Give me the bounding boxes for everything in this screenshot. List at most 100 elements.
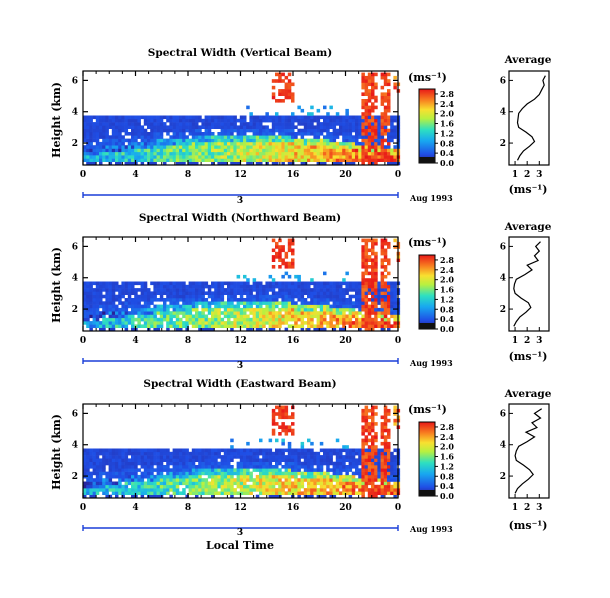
heatmap-cell (150, 155, 154, 159)
heatmap-cell (204, 284, 209, 289)
heatmap-cell (239, 122, 244, 126)
heatmap-cell (284, 255, 289, 259)
heatmap-cell (223, 135, 228, 139)
heatmap-cell (217, 288, 221, 292)
heatmap-cell (134, 125, 138, 129)
heatmap-cell (131, 468, 135, 472)
heatmap-cell (83, 158, 87, 162)
heatmap-cell (332, 128, 337, 133)
heatmap-cell (374, 491, 378, 495)
heatmap-cell (281, 145, 285, 149)
heatmap-cell (393, 161, 397, 166)
heatmap-cell (92, 145, 97, 149)
heatmap-cell (150, 321, 154, 325)
heatmap-cell (230, 148, 234, 153)
heatmap-cell (137, 158, 141, 162)
heatmap-cell (179, 141, 183, 146)
heatmap-cell (124, 321, 129, 325)
heatmap-cell (284, 115, 289, 120)
heatmap-cell (223, 288, 228, 292)
y-tick-label: 4 (72, 274, 78, 284)
heatmap-cell (150, 115, 154, 120)
average-x-tick-label: 2 (524, 170, 530, 180)
heatmap-cell (300, 132, 305, 136)
heatmap-cell (278, 132, 282, 136)
heatmap-cell (223, 481, 228, 486)
heatmap-cell (358, 141, 362, 146)
heatmap-cell (332, 145, 337, 149)
heatmap-cell (380, 241, 385, 246)
heatmap-cell (172, 125, 177, 129)
heatmap-cell (393, 304, 397, 309)
heatmap-cell (89, 311, 93, 315)
heatmap-cell (127, 294, 132, 299)
heatmap-cell (326, 148, 330, 153)
heatmap-cell (217, 155, 221, 159)
heatmap-cell (227, 291, 231, 295)
heatmap-cell (307, 291, 311, 295)
heatmap-cell (300, 108, 305, 113)
heatmap-cell (374, 438, 378, 443)
heatmap-cell (348, 161, 353, 166)
heatmap-cell (185, 128, 189, 133)
heatmap-cell (387, 135, 391, 139)
heatmap-cell (233, 141, 237, 146)
heatmap-cell (105, 132, 109, 136)
heatmap-cell (358, 451, 362, 456)
heatmap-cell (121, 158, 125, 162)
heatmap-cell (361, 118, 365, 123)
heatmap-cell (380, 258, 385, 262)
heatmap-cell (121, 288, 125, 292)
heatmap-cell (265, 281, 269, 286)
heatmap-cell (339, 304, 343, 309)
heatmap-cell (227, 122, 231, 126)
heatmap-cell (371, 72, 375, 77)
heatmap-cell (92, 488, 97, 492)
heatmap-cell (131, 458, 135, 462)
heatmap-cell (252, 288, 257, 292)
heatmap-cell (156, 115, 161, 120)
heatmap-cell (303, 455, 308, 459)
heatmap-cell (143, 307, 148, 312)
heatmap-cell (207, 484, 212, 489)
heatmap-cell (364, 324, 369, 328)
heatmap-cell (230, 451, 234, 456)
heatmap-cell (172, 288, 177, 292)
heatmap-cell (355, 145, 359, 149)
heatmap-cell (137, 294, 141, 299)
heatmap-cell (265, 158, 269, 162)
heatmap-cell (233, 158, 237, 162)
heatmap-cell (243, 155, 247, 159)
heatmap-cell (351, 458, 356, 462)
heatmap-cell (239, 468, 244, 472)
heatmap-cell (227, 461, 231, 466)
heatmap-cell (307, 122, 311, 126)
heatmap-cell (259, 451, 263, 456)
heatmap-cell (111, 488, 116, 492)
heatmap-cell (207, 458, 212, 462)
heatmap-cell (204, 304, 209, 309)
heatmap-cell (342, 155, 346, 159)
heatmap-cell (166, 294, 170, 299)
heatmap-cell (371, 241, 375, 246)
heatmap-cell (220, 132, 225, 136)
heatmap-cell (105, 321, 109, 325)
heatmap-cell (230, 135, 234, 139)
heatmap-cell (255, 488, 260, 492)
heatmap-cell (387, 478, 391, 482)
heatmap-cell (383, 241, 388, 246)
heatmap-cell (188, 321, 193, 325)
heatmap-cell (175, 145, 180, 149)
heatmap-cell (236, 474, 241, 479)
heatmap-cell (89, 122, 93, 126)
heatmap-cell (287, 415, 292, 420)
heatmap-cell (172, 284, 177, 289)
heatmap-cell (150, 145, 154, 149)
heatmap-cell (313, 451, 317, 456)
heatmap-cell (195, 148, 199, 153)
heatmap-cell (111, 327, 116, 332)
heatmap-cell (204, 317, 209, 322)
heatmap-cell (156, 491, 161, 495)
heatmap-cell (374, 412, 378, 416)
heatmap-cell (227, 321, 231, 325)
